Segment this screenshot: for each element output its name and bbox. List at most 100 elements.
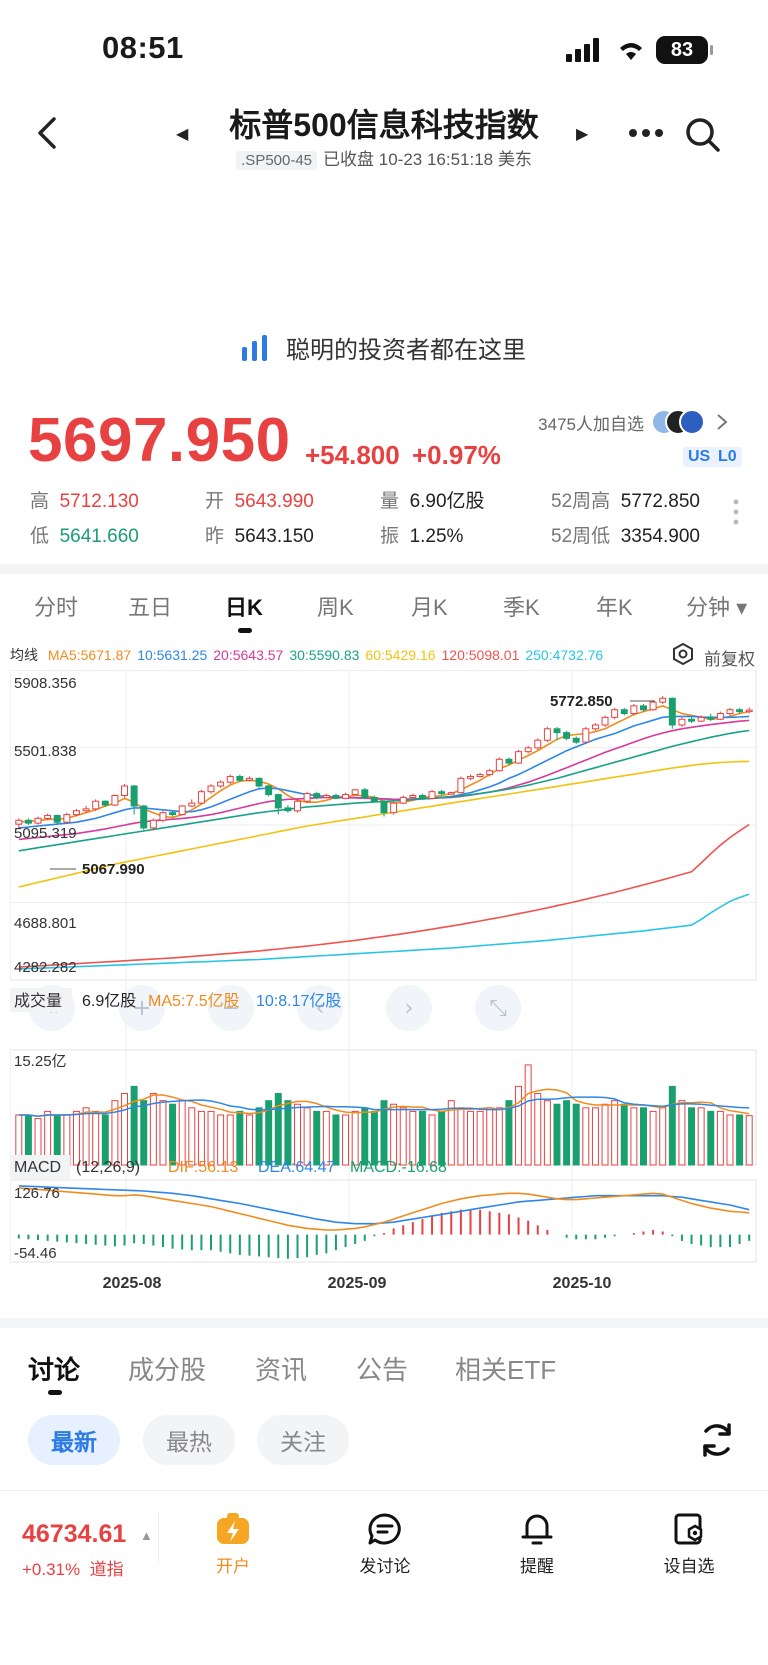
candle-body	[495, 758, 503, 772]
kline-tab-5[interactable]: 季K	[503, 595, 540, 620]
candle-body	[188, 802, 196, 807]
prev-stock-icon[interactable]: ◀	[176, 126, 189, 143]
detail-tab-1[interactable]: 成分股	[128, 1355, 207, 1385]
ma-legend-item: 10:5631.25	[137, 647, 208, 663]
bell-icon	[521, 1514, 553, 1545]
volume-bar	[274, 1093, 282, 1166]
volume-bar	[543, 1100, 551, 1166]
settings-hex-icon[interactable]	[672, 643, 694, 665]
volume-bar	[659, 1107, 667, 1166]
candle-body	[322, 795, 330, 798]
stat-prev-close: 昨 5643.150	[205, 526, 314, 547]
chart-control-icon: ⤡	[489, 996, 507, 1021]
kline-tab-7[interactable]: 分钟 ▾	[686, 595, 748, 620]
macd-label-bg	[10, 1155, 70, 1179]
detail-tab-4[interactable]: 相关ETF	[455, 1355, 557, 1385]
candle-body	[659, 697, 667, 703]
refresh-icon[interactable]	[698, 1421, 736, 1459]
ma-legend-item: 250:4732.76	[525, 647, 604, 663]
candle-body	[611, 709, 619, 718]
candle-body	[543, 728, 551, 741]
candle-body	[197, 791, 205, 804]
more-icon[interactable]	[628, 128, 664, 138]
chart-control-button[interactable]	[386, 985, 432, 1031]
ma-line-ma20	[18, 719, 750, 841]
volume-bar	[553, 1103, 561, 1166]
chart-control-button[interactable]	[119, 985, 165, 1031]
next-stock-icon[interactable]: ▶	[576, 126, 589, 143]
volume-bar	[447, 1100, 455, 1166]
detail-tab-2[interactable]: 资讯	[255, 1355, 308, 1385]
detail-tab-0[interactable]: 讨论	[28, 1355, 81, 1385]
y-axis-label: 5095.319	[14, 825, 77, 842]
volume-bar	[495, 1107, 503, 1166]
volume-bar	[505, 1100, 513, 1166]
candle-body	[92, 800, 100, 810]
nav-add-watchlist[interactable]: 设自选	[634, 1512, 744, 1577]
stat-amplitude: 振 1.25%	[380, 526, 464, 547]
volume-bar	[524, 1064, 532, 1166]
volume-bar	[390, 1103, 398, 1166]
detail-tab-3[interactable]: 公告	[356, 1355, 409, 1385]
dji-change[interactable]: +0.31% 道指	[22, 1560, 124, 1579]
kline-chart[interactable]: 5908.356 5501.838 5095.319 4688.801 4282.282…	[10, 670, 758, 1300]
kline-tab-3[interactable]: 周K	[317, 595, 354, 620]
search-icon[interactable]	[684, 116, 722, 154]
ma-legend-item: MA5:5671.87	[47, 647, 132, 663]
section-divider	[0, 564, 768, 574]
candle-body	[217, 781, 225, 787]
kline-tab-2[interactable]: 日K	[225, 595, 263, 620]
chart-control-button[interactable]	[297, 985, 343, 1031]
candle-body	[736, 709, 744, 713]
dji-value[interactable]: 46734.61	[22, 1520, 127, 1548]
battery-icon: 83	[656, 36, 713, 64]
filter-pill-0[interactable]: 最新	[28, 1415, 120, 1465]
candle-body	[486, 770, 494, 776]
kline-tab-6[interactable]: 年K	[596, 595, 633, 620]
stat-high: 高 5712.130	[30, 491, 139, 512]
nav-separator	[158, 1512, 159, 1562]
filter-pill-1[interactable]: 最热	[143, 1415, 235, 1465]
kline-tab-4[interactable]: 月K	[411, 595, 448, 620]
volume-bar	[82, 1107, 90, 1166]
ma-line-ma30	[18, 729, 750, 852]
page-title: 标普500信息科技指数	[229, 107, 539, 143]
watchers[interactable]: 3475人加自选	[538, 408, 728, 436]
chart-control-button[interactable]	[208, 985, 254, 1031]
filter-pill-2[interactable]: 关注	[257, 1415, 349, 1465]
volume-bar	[322, 1110, 330, 1166]
active-tab-indicator	[238, 628, 252, 633]
volume-bar	[72, 1110, 80, 1166]
stat-open: 开 5643.990	[205, 491, 314, 512]
candle-body	[515, 751, 523, 764]
candle-body	[688, 718, 696, 722]
kline-tab-1[interactable]: 五日	[128, 595, 173, 620]
volume-bar	[217, 1114, 225, 1166]
nav-post-discussion[interactable]: 发讨论	[330, 1512, 440, 1577]
candle-body	[707, 716, 715, 720]
candle-body	[649, 701, 657, 711]
status-icons: 83	[566, 36, 713, 64]
volume-bar	[149, 1093, 157, 1166]
ad-banner[interactable]: 聪明的投资者都在这里	[0, 330, 768, 365]
market-status: 已收盘 10-23 16:51:18 美东	[323, 150, 532, 169]
nav-alert[interactable]: 提醒	[482, 1512, 592, 1577]
stat-52w-low: 52周低 3354.900	[551, 526, 700, 547]
expand-stats-icon[interactable]	[732, 498, 740, 526]
stat-52w-high: 52周高 5772.850	[551, 491, 700, 512]
volume-bar	[649, 1110, 657, 1166]
chart-control-button[interactable]	[475, 985, 521, 1031]
stat-volume: 量 6.90亿股	[380, 491, 485, 512]
volume-bar	[428, 1114, 436, 1166]
nav-open-account[interactable]: 开户	[178, 1512, 288, 1577]
kline-tab-0[interactable]: 分时	[34, 595, 79, 620]
candle-body	[726, 709, 734, 715]
volume-bar	[467, 1110, 474, 1166]
y-axis-label: 5501.838	[14, 743, 77, 760]
volume-bar	[332, 1114, 340, 1166]
candle-body	[149, 819, 157, 829]
adjust-mode[interactable]: 前复权	[704, 650, 755, 669]
back-arrow-icon[interactable]	[36, 116, 58, 150]
candle-body	[640, 705, 647, 711]
volume-bar	[418, 1110, 426, 1166]
